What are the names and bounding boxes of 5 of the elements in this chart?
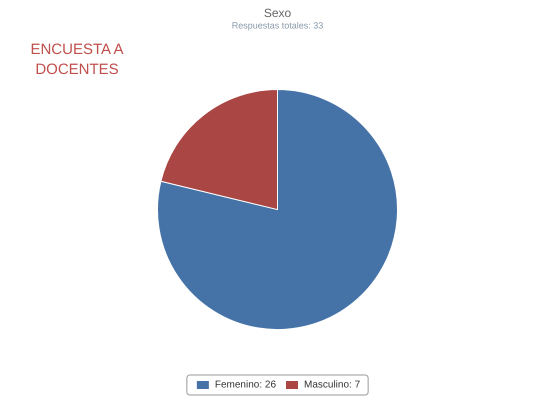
legend-label: Masculino: 7 bbox=[304, 380, 361, 390]
legend-label: Femenino: 26 bbox=[214, 380, 276, 390]
chart-subtitle: Respuestas totales: 33 bbox=[232, 20, 324, 30]
chart-title: Sexo bbox=[264, 6, 292, 20]
text: ENCUESTA A DOCENTES bbox=[29, 40, 125, 80]
